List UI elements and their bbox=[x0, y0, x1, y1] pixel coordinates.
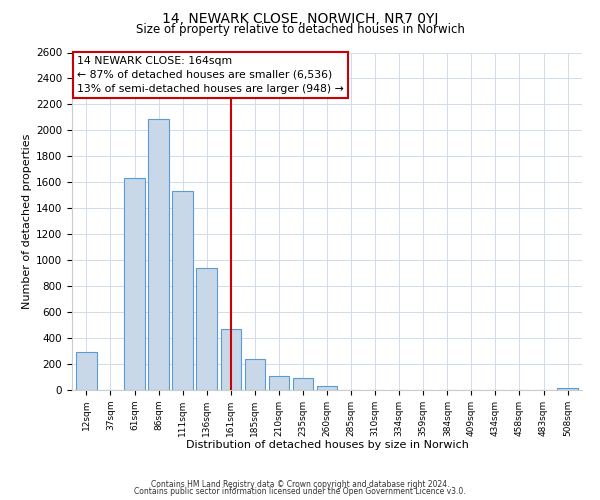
Bar bbox=[221, 329, 241, 390]
Bar bbox=[557, 388, 578, 390]
Text: 14 NEWARK CLOSE: 164sqm
← 87% of detached houses are smaller (6,536)
13% of semi: 14 NEWARK CLOSE: 164sqm ← 87% of detache… bbox=[77, 56, 344, 94]
Bar bbox=[317, 386, 337, 390]
Bar bbox=[196, 268, 217, 390]
Text: Contains HM Land Registry data © Crown copyright and database right 2024.: Contains HM Land Registry data © Crown c… bbox=[151, 480, 449, 489]
Y-axis label: Number of detached properties: Number of detached properties bbox=[22, 134, 32, 309]
Text: Size of property relative to detached houses in Norwich: Size of property relative to detached ho… bbox=[136, 22, 464, 36]
Text: 14, NEWARK CLOSE, NORWICH, NR7 0YJ: 14, NEWARK CLOSE, NORWICH, NR7 0YJ bbox=[162, 12, 438, 26]
Bar bbox=[245, 359, 265, 390]
Bar bbox=[172, 192, 193, 390]
Bar bbox=[269, 376, 289, 390]
Bar bbox=[76, 352, 97, 390]
Text: Contains public sector information licensed under the Open Government Licence v3: Contains public sector information licen… bbox=[134, 487, 466, 496]
Bar bbox=[124, 178, 145, 390]
Bar bbox=[148, 118, 169, 390]
Bar bbox=[293, 378, 313, 390]
X-axis label: Distribution of detached houses by size in Norwich: Distribution of detached houses by size … bbox=[185, 440, 469, 450]
